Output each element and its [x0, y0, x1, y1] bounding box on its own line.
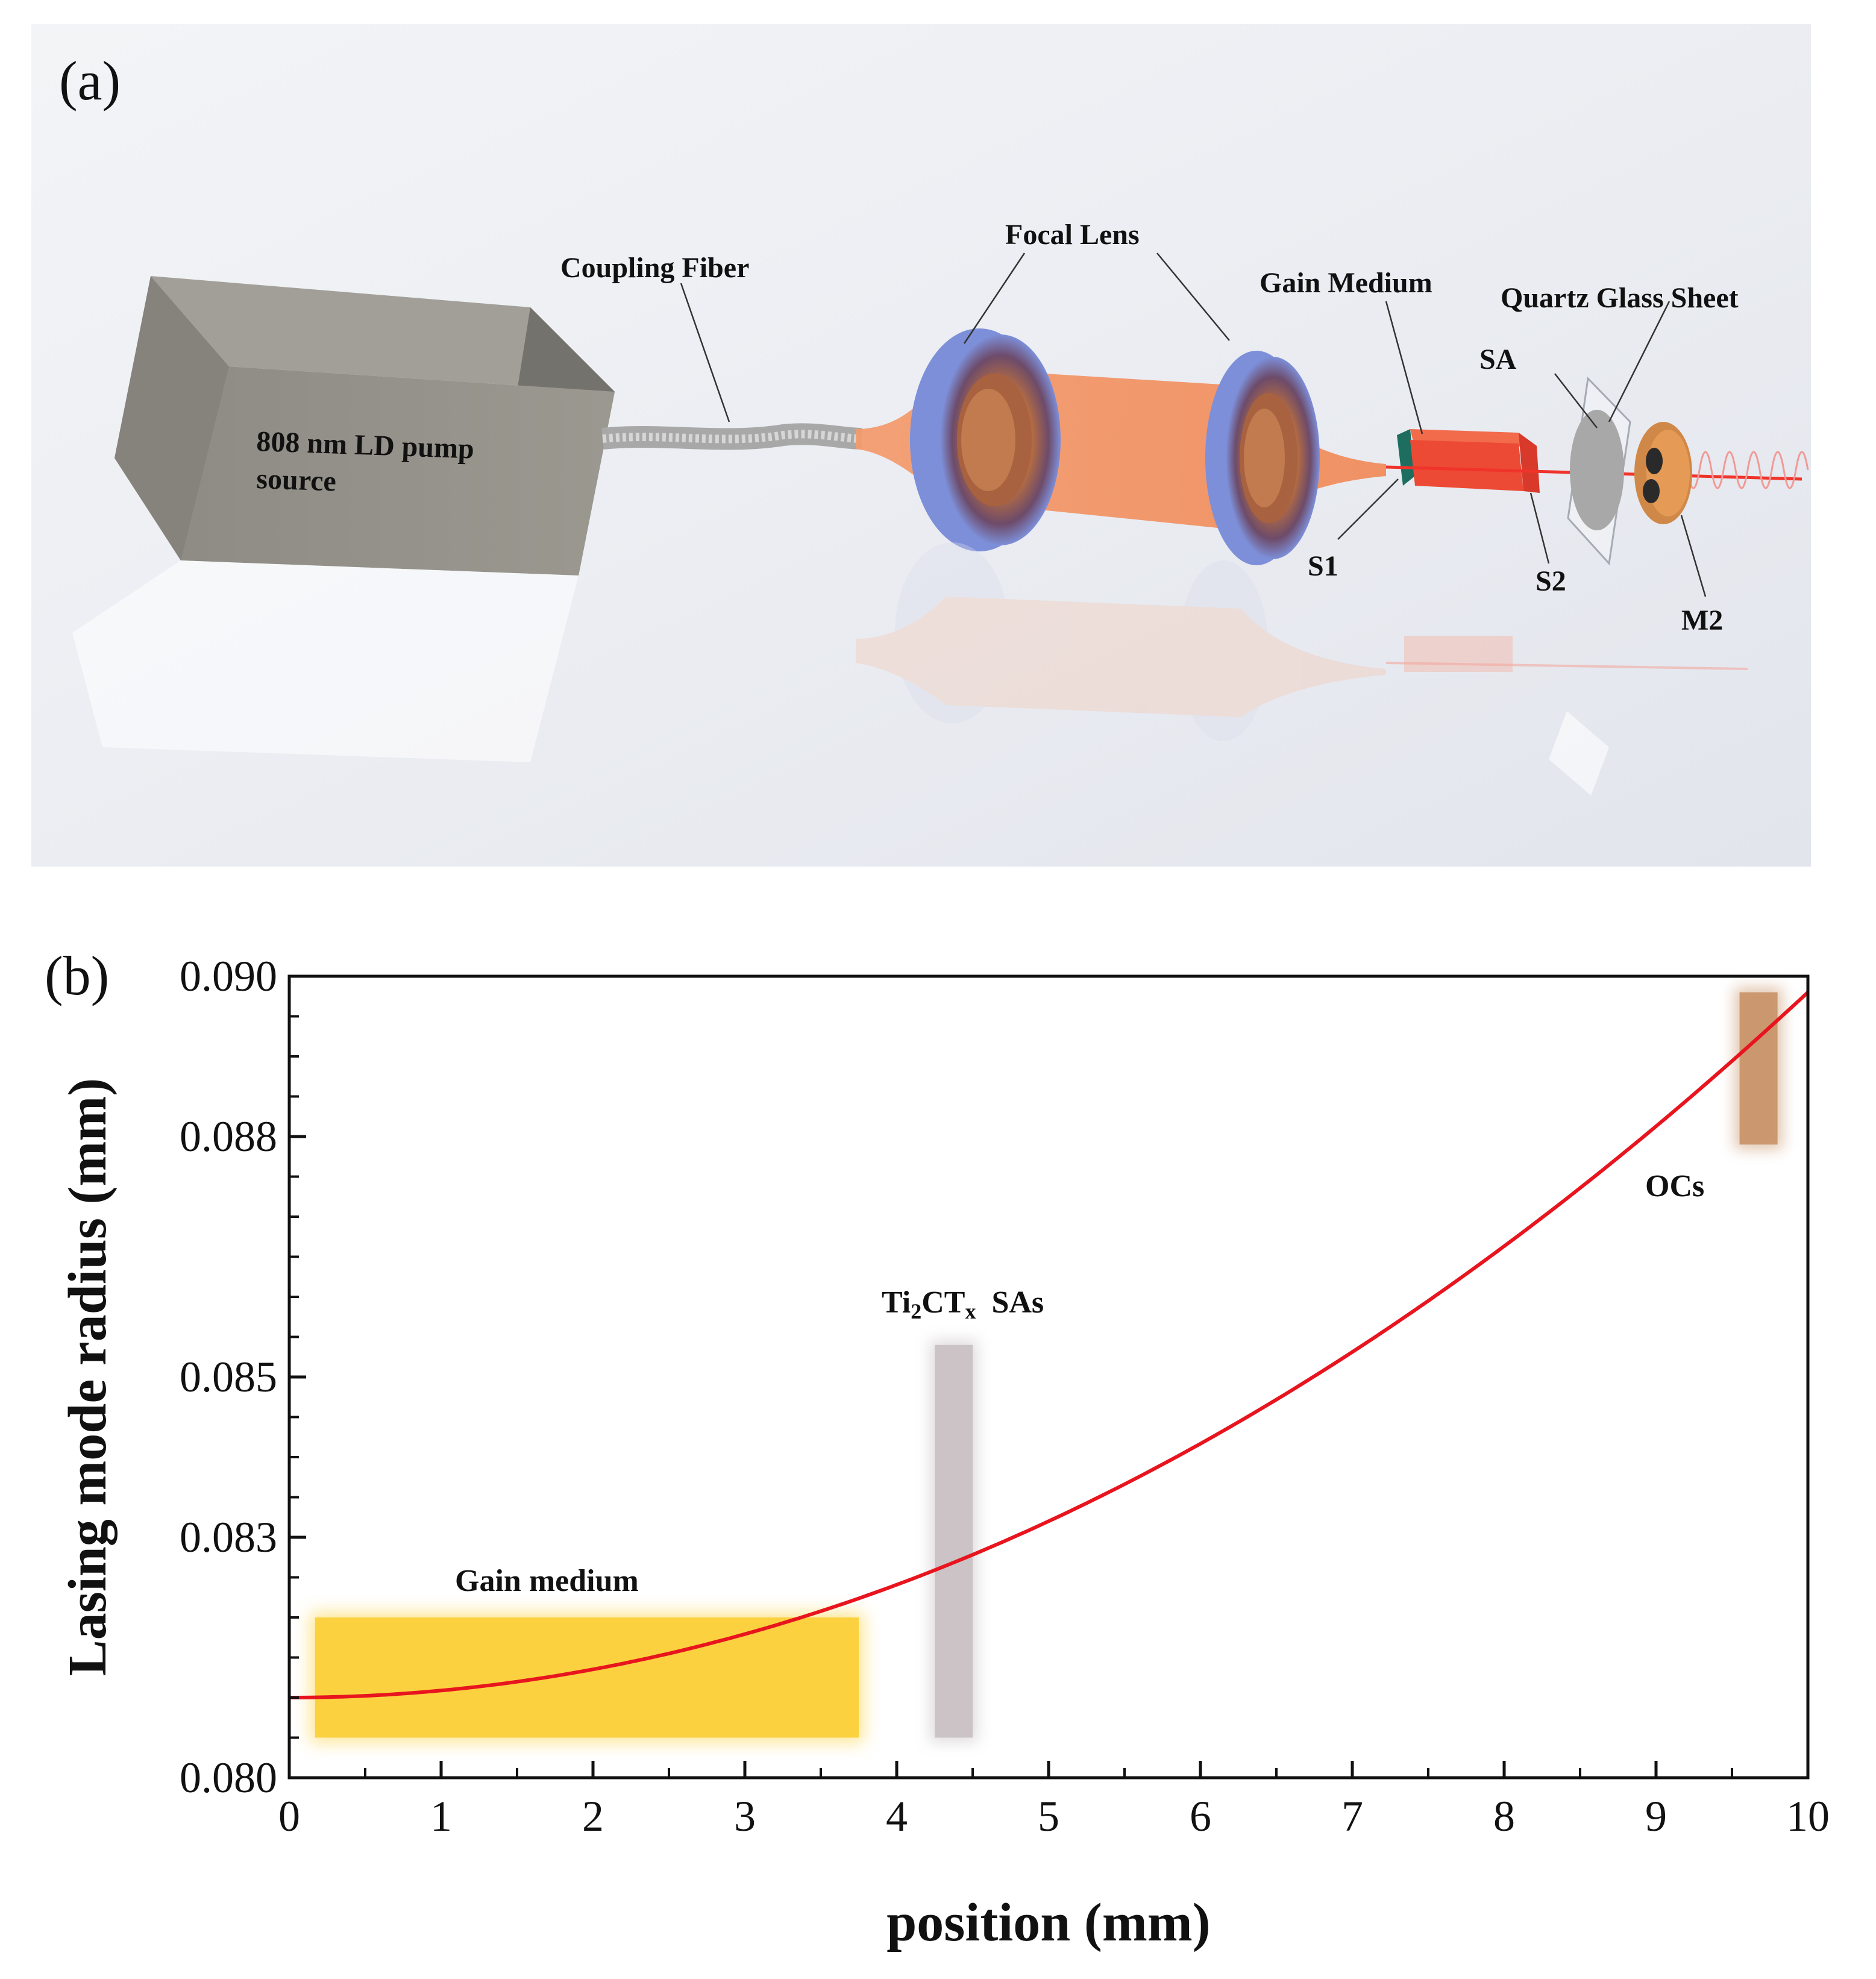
- panel-b: (b) 0 1 2 3 4 5 6 7 8 9 10 0.0800.0830.0850.0880.0…: [45, 945, 1830, 1952]
- x-tick-label-5: 5: [1038, 1792, 1059, 1840]
- x-axis-ticks: 0 1 2 3 4 5 6 7 8 9 10: [278, 1761, 1830, 1840]
- pump-label-line1: 808 nm LD pump: [256, 425, 475, 465]
- ocs-annotation: OCs: [1645, 1169, 1704, 1203]
- y-axis-ticks: 0.080 0.083 0.085 0.088 0.090: [180, 952, 306, 1802]
- s1-label: S1: [1308, 550, 1338, 582]
- pump-label-line2: source: [256, 463, 337, 498]
- coupling-fiber-label: Coupling Fiber: [560, 252, 749, 284]
- series-line-group: [289, 991, 1808, 1699]
- m2-label: M2: [1681, 604, 1723, 636]
- y-tick-label-4: 0.090: [180, 952, 277, 1000]
- gain-medium-annotation: Gain medium: [455, 1564, 639, 1598]
- pump-reflection: [72, 560, 579, 762]
- panel-a-label: (a): [59, 50, 121, 111]
- focal-lens-2: [1205, 351, 1320, 565]
- region-0: [315, 1617, 859, 1738]
- series-line: [289, 991, 1808, 1699]
- x-tick-label-0: 0: [278, 1792, 300, 1840]
- y-tick-label-2: 0.085: [180, 1353, 277, 1401]
- x-tick-label-10: 10: [1786, 1792, 1830, 1840]
- y-tick-label-1: 0.083: [180, 1513, 277, 1561]
- m2-mirror: [1634, 422, 1692, 524]
- s2-label: S2: [1536, 565, 1566, 597]
- gain-medium-crystal: [1397, 429, 1540, 672]
- focal-lens-1: [910, 328, 1061, 551]
- region-2: [1739, 992, 1778, 1145]
- y-tick-label-0: 0.080: [180, 1754, 277, 1802]
- gain-medium-label: Gain Medium: [1260, 267, 1432, 299]
- x-tick-label-4: 4: [886, 1792, 908, 1840]
- panel-a: (a) 808 nm LD pump source: [31, 24, 1811, 867]
- y-tick-label-3: 0.088: [180, 1112, 277, 1161]
- panel-b-label: (b): [45, 945, 109, 1006]
- output-pulses: [1674, 451, 1809, 489]
- x-tick-label-6: 6: [1190, 1792, 1211, 1840]
- y-axis-title: Lasing mode radius (mm): [58, 1078, 118, 1676]
- region-1: [935, 1344, 973, 1738]
- x-tick-label-7: 7: [1341, 1792, 1363, 1840]
- sa-annotation: Ti2CTx SAs: [882, 1285, 1044, 1323]
- x-tick-label-9: 9: [1645, 1792, 1667, 1840]
- lens-reflections: [856, 542, 1386, 741]
- highlight-regions: [310, 987, 1783, 1743]
- sa-label: SA: [1479, 343, 1517, 375]
- x-axis-title: position (mm): [886, 1893, 1211, 1952]
- x-tick-label-8: 8: [1493, 1792, 1515, 1840]
- quartz-glass-sheet-label: Quartz Glass Sheet: [1501, 282, 1739, 314]
- x-tick-label-1: 1: [430, 1792, 452, 1840]
- sa-disc: [1570, 410, 1624, 530]
- x-tick-label-3: 3: [734, 1792, 756, 1840]
- x-tick-label-2: 2: [582, 1792, 604, 1840]
- ld-pump-source: 808 nm LD pump source: [72, 276, 615, 762]
- focal-lens-label: Focal Lens: [1005, 219, 1140, 251]
